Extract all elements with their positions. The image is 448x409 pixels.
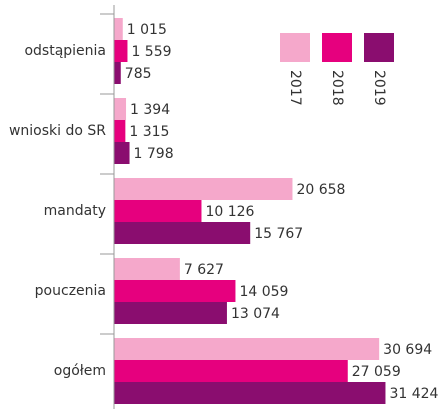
legend-swatch — [322, 33, 352, 62]
value-label: 1 798 — [134, 146, 174, 162]
bar — [114, 222, 251, 244]
category-label: ogółem — [54, 363, 106, 379]
category-label: odstąpienia — [24, 43, 106, 59]
value-label: 15 767 — [254, 226, 303, 242]
bar — [114, 142, 130, 164]
value-label: 14 059 — [239, 284, 288, 300]
category-label: wnioski do SR — [9, 123, 106, 139]
value-label: 785 — [125, 66, 152, 82]
value-label: 13 074 — [231, 306, 280, 322]
bar — [114, 18, 123, 40]
bar — [114, 302, 227, 324]
value-label: 31 424 — [389, 386, 438, 402]
legend-swatch — [280, 33, 310, 62]
bar — [114, 40, 128, 62]
value-label: 1 315 — [129, 124, 169, 140]
bar — [114, 258, 180, 280]
value-label: 7 627 — [184, 262, 224, 278]
bar — [114, 200, 202, 222]
value-label: 1 394 — [130, 102, 170, 118]
bar — [114, 178, 293, 200]
bar — [114, 382, 386, 404]
legend-label: 2018 — [329, 70, 345, 106]
value-label: 27 059 — [352, 364, 401, 380]
bar — [114, 98, 127, 120]
legend-swatch — [364, 33, 394, 62]
legend-label: 2019 — [371, 70, 387, 106]
value-label: 30 694 — [383, 342, 432, 358]
bar — [114, 280, 236, 302]
value-label: 1 015 — [127, 22, 167, 38]
bar — [114, 120, 126, 142]
value-label: 1 559 — [131, 44, 171, 60]
category-label: pouczenia — [35, 283, 106, 299]
bar — [114, 62, 121, 84]
legend-label: 2017 — [287, 70, 303, 106]
bar — [114, 338, 380, 360]
value-label: 10 126 — [205, 204, 254, 220]
bar — [114, 360, 348, 382]
category-label: mandaty — [44, 203, 106, 219]
value-label: 20 658 — [296, 182, 345, 198]
